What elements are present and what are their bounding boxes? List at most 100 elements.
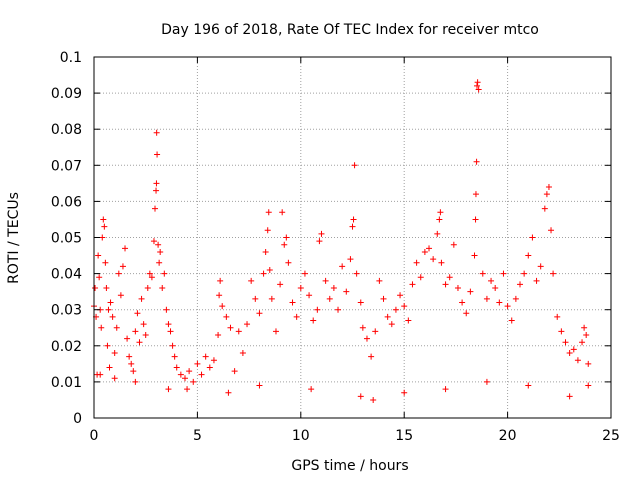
data-point xyxy=(198,371,205,378)
data-point xyxy=(167,328,174,335)
data-point xyxy=(454,285,461,292)
data-point xyxy=(248,277,255,284)
data-point xyxy=(223,313,230,320)
data-point xyxy=(202,353,209,360)
data-point xyxy=(372,328,379,335)
data-point xyxy=(436,216,443,223)
data-point xyxy=(154,151,161,158)
data-point xyxy=(537,263,544,270)
data-point xyxy=(111,375,118,382)
data-point xyxy=(350,216,357,223)
data-point xyxy=(194,360,201,367)
y-tick-label: 0.09 xyxy=(51,86,82,102)
data-point xyxy=(473,158,480,165)
data-point xyxy=(138,295,145,302)
x-tick-labels: 0 5 10 15 20 25 xyxy=(90,428,620,444)
data-point xyxy=(438,259,445,266)
data-point xyxy=(152,205,159,212)
data-point xyxy=(434,230,441,237)
data-point xyxy=(492,285,499,292)
data-point xyxy=(306,292,313,299)
data-point xyxy=(219,303,226,310)
data-point xyxy=(277,281,284,288)
data-point xyxy=(128,360,135,367)
data-point xyxy=(318,230,325,237)
data-point xyxy=(165,386,172,393)
data-point xyxy=(566,393,573,400)
data-point xyxy=(268,295,275,302)
data-point xyxy=(134,310,141,317)
data-point xyxy=(96,274,103,281)
data-point xyxy=(517,281,524,288)
data-point xyxy=(512,295,519,302)
data-point xyxy=(140,321,147,328)
data-point xyxy=(357,299,364,306)
y-tick-label: 0.03 xyxy=(51,303,82,319)
data-point xyxy=(285,259,292,266)
data-point xyxy=(92,285,99,292)
data-point xyxy=(163,306,170,313)
data-point xyxy=(570,346,577,353)
data-point xyxy=(266,266,273,273)
data-point xyxy=(297,285,304,292)
data-point xyxy=(504,303,511,310)
data-point xyxy=(376,277,383,284)
data-point xyxy=(579,339,586,346)
data-point xyxy=(100,216,107,223)
data-point xyxy=(417,274,424,281)
data-point xyxy=(574,357,581,364)
data-point xyxy=(310,317,317,324)
data-point xyxy=(122,245,129,252)
data-point xyxy=(426,245,433,252)
data-point xyxy=(525,252,532,259)
data-point xyxy=(401,389,408,396)
data-point xyxy=(239,350,246,357)
data-point xyxy=(330,285,337,292)
data-point xyxy=(132,328,139,335)
x-tick-label: 5 xyxy=(193,428,202,444)
y-tick-label: 0 xyxy=(73,411,82,427)
x-axis-label: GPS time / hours xyxy=(291,458,408,474)
data-point xyxy=(413,259,420,266)
data-point xyxy=(554,313,561,320)
data-point xyxy=(150,238,157,245)
data-point xyxy=(459,299,466,306)
data-point xyxy=(349,223,356,230)
y-tick-labels: 0 0.01 0.02 0.03 0.04 0.05 0.06 0.07 0.08 0.09 0.1 xyxy=(51,50,82,427)
data-point xyxy=(146,270,153,277)
data-point xyxy=(368,353,375,360)
data-point xyxy=(430,256,437,263)
data-point xyxy=(558,328,565,335)
data-point xyxy=(186,368,193,375)
data-point xyxy=(235,328,242,335)
data-point xyxy=(171,353,178,360)
data-point xyxy=(124,335,131,342)
x-tick-label: 15 xyxy=(395,428,413,444)
data-point xyxy=(126,353,133,360)
data-point xyxy=(308,386,315,393)
data-point xyxy=(322,277,329,284)
data-point xyxy=(409,281,416,288)
data-point xyxy=(397,292,404,299)
data-point xyxy=(262,248,269,255)
data-point xyxy=(136,339,143,346)
data-point xyxy=(215,331,222,338)
data-point xyxy=(353,270,360,277)
data-point xyxy=(347,256,354,263)
data-point xyxy=(216,292,223,299)
axis-ticks xyxy=(93,56,612,419)
data-point xyxy=(184,386,191,393)
data-point xyxy=(437,209,444,216)
data-point xyxy=(343,288,350,295)
data-point xyxy=(190,378,197,385)
data-point xyxy=(144,285,151,292)
data-point xyxy=(301,270,308,277)
chart-title: Day 196 of 2018, Rate Of TEC Index for r… xyxy=(161,22,539,38)
data-point xyxy=(471,252,478,259)
data-point xyxy=(450,241,457,248)
data-point xyxy=(272,328,279,335)
data-point xyxy=(159,285,166,292)
y-tick-label: 0.07 xyxy=(51,158,82,174)
data-point xyxy=(359,324,366,331)
data-point xyxy=(265,209,272,216)
